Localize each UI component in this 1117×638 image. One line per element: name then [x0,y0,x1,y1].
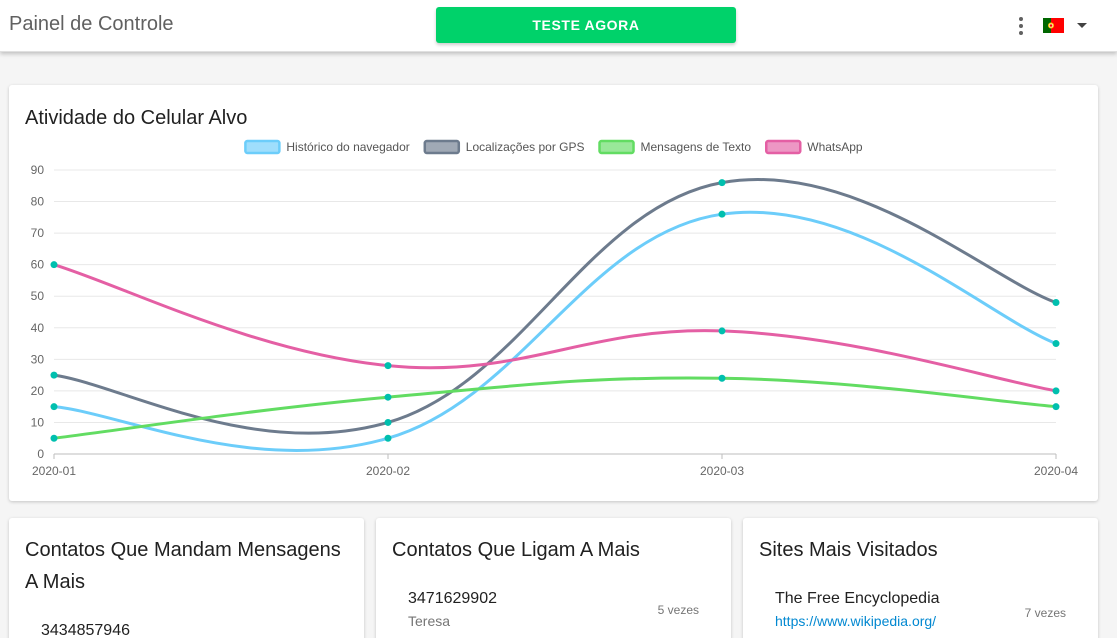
data-point [50,261,58,269]
activity-line-chart: 0 10 20 30 40 50 60 70 80 90 2020-01 2020-02 2020-03… [31,139,1078,478]
more-vert-icon[interactable] [1013,14,1029,38]
y-tick-label: 90 [31,163,45,177]
top-visited-sites-card: Sites Mais Visitados The Free Encycloped… [743,518,1098,638]
data-point [384,393,392,401]
data-point [50,371,58,379]
legend-swatch [244,139,281,155]
y-tick-label: 30 [31,352,45,366]
legend-swatch [423,139,461,155]
data-point [1052,299,1060,307]
language-dropdown-caret-icon[interactable] [1077,23,1087,28]
data-point [718,210,726,218]
data-point [1052,403,1060,411]
series-line [53,263,1057,393]
top-messaging-contacts-title: Contatos Que Mandam Mensagens A Mais [25,539,341,593]
x-tick-label: 2020-04 [1034,464,1078,478]
legend-label: Localizações por GPS [466,140,585,154]
top-messaging-contacts-card: Contatos Que Mandam Mensagens A Mais 343… [9,518,364,638]
legend-label: WhatsApp [807,140,863,154]
try-now-button[interactable]: TESTE AGORA [436,7,736,43]
y-tick-label: 60 [31,258,45,272]
data-point [1052,340,1060,348]
legend-label: Histórico do navegador [286,140,409,154]
data-point [384,418,392,426]
visited-site-count: 7 vezes [1024,606,1066,620]
data-point [718,179,726,187]
messaging-contact-number: 3434857946 [41,622,130,638]
portugal-flag-icon[interactable] [1043,18,1064,33]
data-point [384,434,392,442]
y-tick-label: 20 [31,384,45,398]
calling-contact-number: 3471629902 [408,590,497,607]
activity-chart-card: Atividade do Celular Alvo 0 10 20 30 40 50 60 7… [9,85,1098,501]
x-tick-label: 2020-01 [32,464,76,478]
data-point [718,374,726,382]
data-point [50,403,58,411]
visited-site-name: The Free Encyclopedia [775,590,940,607]
legend-swatch [598,139,635,155]
legend-swatch [765,139,802,155]
top-visited-sites-title: Sites Mais Visitados [759,539,938,561]
top-app-bar: Painel de Controle TESTE AGORA [0,0,1117,52]
x-tick-label: 2020-03 [700,464,744,478]
visited-site-url[interactable]: https://www.wikipedia.org/ [775,613,937,629]
legend-label: Mensagens de Texto [641,140,752,154]
y-tick-label: 50 [31,289,45,303]
activity-chart-title: Atividade do Celular Alvo [25,107,248,129]
series-line [53,178,1057,435]
app-title: Painel de Controle [9,13,174,35]
data-point [718,327,726,335]
y-tick-label: 0 [37,447,44,461]
x-tick-label: 2020-02 [366,464,410,478]
data-point [1052,387,1060,395]
y-tick-label: 70 [31,226,45,240]
calling-contact-count: 5 vezes [657,603,699,617]
data-point [384,362,392,370]
y-tick-label: 10 [31,415,45,429]
series-line [53,210,1057,452]
y-tick-label: 80 [31,195,45,209]
y-tick-label: 40 [31,321,45,335]
top-calling-contacts-card: Contatos Que Ligam A Mais 3471629902 Ter… [376,518,731,638]
top-calling-contacts-title: Contatos Que Ligam A Mais [392,539,640,561]
series-line [53,376,1057,440]
data-point [50,434,58,442]
calling-contact-name: Teresa [408,613,451,629]
